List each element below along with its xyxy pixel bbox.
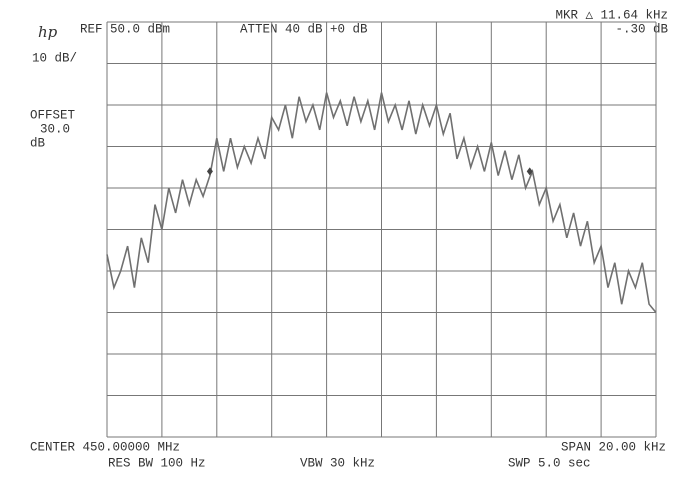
video-bw: VBW 30 kHz — [300, 456, 375, 470]
marker-delta: MKR △ 11.64 kHz — [555, 8, 668, 22]
attenuation: ATTEN 40 dB +0 dB — [240, 22, 368, 36]
marker-level: -.30 dB — [615, 22, 668, 36]
marker — [206, 167, 213, 176]
offset-value: 30.0 — [40, 122, 70, 136]
marker — [526, 167, 533, 176]
ref-level: REF 50.0 dBm — [80, 22, 170, 36]
center-freq: CENTER 450.00000 MHz — [30, 440, 180, 454]
offset-unit: dB — [30, 136, 46, 150]
trace — [106, 92, 657, 314]
logo: hp — [38, 23, 58, 41]
span: SPAN 20.00 kHz — [561, 440, 666, 454]
scale: 10 dB/ — [32, 51, 77, 65]
res-bw: RES BW 100 Hz — [108, 456, 206, 470]
sweep-time: SWP 5.0 sec — [508, 456, 591, 470]
offset-label: OFFSET — [30, 108, 76, 122]
